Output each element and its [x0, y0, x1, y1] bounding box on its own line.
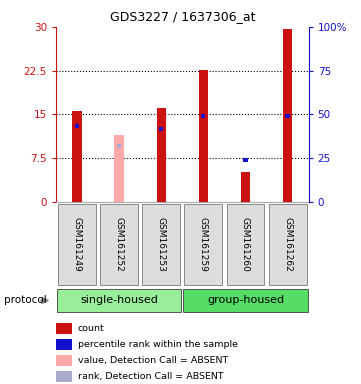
Bar: [269, 204, 306, 285]
Bar: [243, 157, 248, 162]
Text: group-housed: group-housed: [207, 295, 284, 306]
Bar: [241, 172, 250, 202]
Bar: [58, 204, 96, 285]
Text: GSM161259: GSM161259: [199, 217, 208, 272]
Bar: [142, 204, 180, 285]
Bar: [199, 70, 208, 202]
Bar: [75, 124, 79, 128]
Text: GSM161260: GSM161260: [241, 217, 250, 272]
Bar: [159, 127, 163, 131]
Text: value, Detection Call = ABSENT: value, Detection Call = ABSENT: [78, 356, 228, 365]
Text: single-housed: single-housed: [80, 295, 158, 306]
Bar: [283, 29, 292, 202]
Bar: [157, 108, 166, 202]
Text: GSM161252: GSM161252: [115, 217, 123, 272]
Bar: [114, 135, 124, 202]
Text: percentile rank within the sample: percentile rank within the sample: [78, 340, 238, 349]
Bar: [100, 204, 138, 285]
Bar: [117, 144, 121, 148]
Text: GSM161249: GSM161249: [73, 217, 82, 272]
Text: GSM161253: GSM161253: [157, 217, 166, 272]
Bar: [226, 204, 264, 285]
Text: protocol: protocol: [4, 295, 46, 306]
Text: rank, Detection Call = ABSENT: rank, Detection Call = ABSENT: [78, 372, 223, 381]
Text: GSM161262: GSM161262: [283, 217, 292, 272]
Bar: [286, 114, 290, 118]
Text: count: count: [78, 324, 104, 333]
Bar: [72, 111, 82, 202]
Bar: [57, 289, 182, 312]
Bar: [183, 289, 308, 312]
Bar: [184, 204, 222, 285]
Bar: [201, 114, 205, 118]
Title: GDS3227 / 1637306_at: GDS3227 / 1637306_at: [109, 10, 255, 23]
